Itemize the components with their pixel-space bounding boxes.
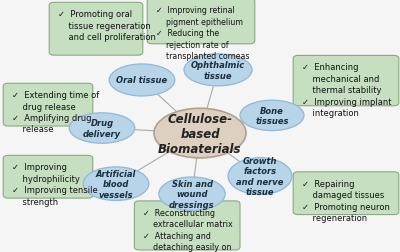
Text: ✓  Improving retinal
    pigment epithelium
✓  Reducing the
    rejection rate o: ✓ Improving retinal pigment epithelium ✓…: [156, 6, 250, 61]
Text: Cellulose-
based
Biomaterials: Cellulose- based Biomaterials: [158, 112, 242, 155]
Ellipse shape: [240, 101, 304, 131]
FancyBboxPatch shape: [147, 0, 255, 45]
FancyBboxPatch shape: [49, 3, 143, 56]
FancyBboxPatch shape: [3, 156, 93, 198]
Text: Bone
tissues: Bone tissues: [255, 106, 289, 125]
Text: Growth
factors
and nerve
tissue: Growth factors and nerve tissue: [236, 156, 284, 196]
Text: Drug
delivery: Drug delivery: [83, 119, 121, 138]
Text: ✓  Repairing
    damaged tissues
✓  Promoting neuron
    regeneration: ✓ Repairing damaged tissues ✓ Promoting …: [302, 179, 390, 222]
FancyBboxPatch shape: [293, 172, 399, 215]
Ellipse shape: [109, 65, 175, 97]
Ellipse shape: [83, 167, 149, 201]
Text: Oral tissue: Oral tissue: [116, 76, 168, 85]
Text: Skin and
wound
dressings: Skin and wound dressings: [169, 179, 215, 209]
Text: ✓  Promoting oral
    tissue regeneration
    and cell proliferation: ✓ Promoting oral tissue regeneration and…: [58, 10, 156, 42]
Text: ✓  Extending time of
    drug release
✓  Amplifying drug
    release: ✓ Extending time of drug release ✓ Ampli…: [12, 91, 99, 134]
Ellipse shape: [184, 55, 252, 86]
Text: ✓  Reconstructing
    extracellular matrix
✓  Attaching and
    detaching easily: ✓ Reconstructing extracellular matrix ✓ …: [143, 208, 233, 252]
Text: Artificial
blood
vessels: Artificial blood vessels: [96, 169, 136, 199]
FancyBboxPatch shape: [134, 201, 240, 250]
FancyBboxPatch shape: [3, 84, 93, 127]
Text: ✓  Improving
    hydrophilicity
✓  Improving tensile
    strength: ✓ Improving hydrophilicity ✓ Improving t…: [12, 163, 98, 206]
Ellipse shape: [69, 113, 135, 144]
Text: ✓  Enhancing
    mechanical and
    thermal stability
✓  Improving implant
    i: ✓ Enhancing mechanical and thermal stabi…: [302, 63, 392, 118]
Ellipse shape: [228, 158, 292, 195]
Text: Ophthalmic
tissue: Ophthalmic tissue: [191, 61, 245, 80]
FancyBboxPatch shape: [293, 56, 399, 106]
Ellipse shape: [154, 109, 246, 158]
Ellipse shape: [159, 177, 225, 211]
